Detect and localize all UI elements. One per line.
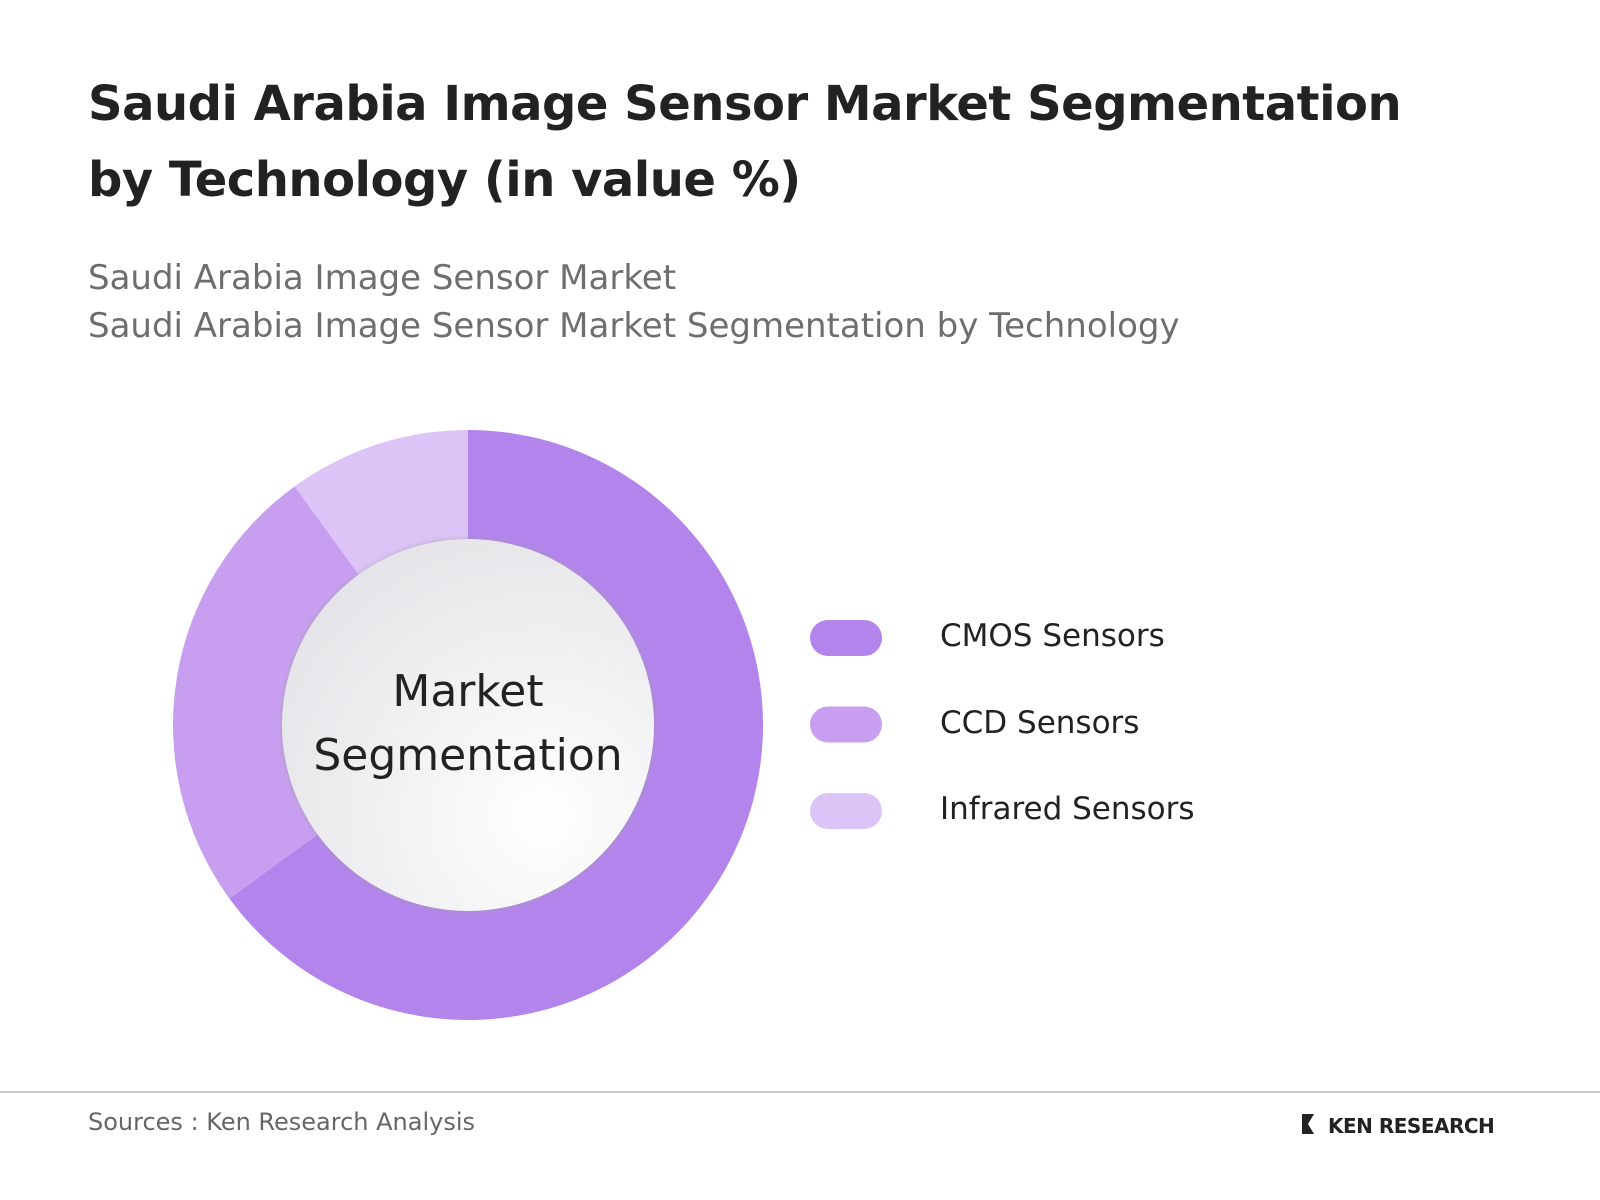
legend-label: CCD Sensors bbox=[940, 704, 1140, 741]
source: Sources : Ken Research Analysis bbox=[88, 1108, 476, 1136]
legend-label: CMOS Sensors bbox=[940, 618, 1165, 654]
brand-icon bbox=[1302, 1114, 1314, 1134]
legend-swatch bbox=[810, 793, 882, 829]
brand: KEN RESEARCH bbox=[1328, 1114, 1495, 1138]
subtitle: Saudi Arabia Image Sensor Market Segment… bbox=[88, 306, 1180, 346]
legend-swatch bbox=[810, 706, 882, 743]
chart-title: Saudi Arabia Image Sensor Market Segment… bbox=[88, 76, 1402, 208]
legend-swatch bbox=[810, 620, 882, 656]
legend-label: Infrared Sensors bbox=[940, 791, 1195, 827]
slice bbox=[173, 486, 365, 899]
center-label: Market Segmentation bbox=[313, 666, 623, 781]
donut-hole bbox=[282, 539, 654, 911]
subtitle: Saudi Arabia Image Sensor Market bbox=[88, 258, 677, 298]
